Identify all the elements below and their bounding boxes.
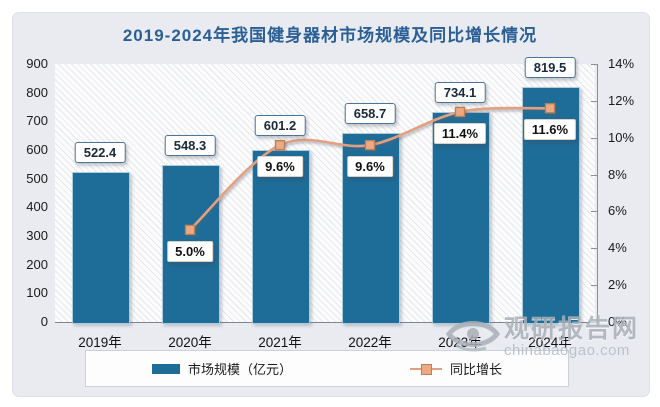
line-marker [274, 139, 286, 151]
y-axis-tick-right: 2% [608, 277, 627, 293]
legend-label-growth: 同比增长 [450, 362, 503, 377]
legend-item-market-size: 市场规模（亿元） [151, 359, 292, 378]
bar-series-swatch [151, 363, 180, 374]
line-marker [364, 139, 376, 151]
bar-value-label: 734.1 [434, 81, 486, 103]
x-axis-label: 2020年 [168, 335, 212, 350]
y-axis-tick-left: 700 [26, 113, 48, 129]
line-marker [184, 224, 196, 236]
x-axis-label: 2021年 [258, 335, 302, 350]
y-axis-tick-right: 8% [608, 166, 627, 182]
x-axis-label: 2023年 [438, 335, 482, 350]
growth-line-layer [184, 103, 556, 236]
y-axis-tick-right: 4% [608, 240, 627, 256]
y-axis-tick-right: 0% [608, 314, 627, 329]
y-axis-tick-left: 300 [26, 228, 48, 243]
right-axis-tick-mark [591, 211, 597, 213]
y-axis-tick-left: 900 [26, 56, 48, 71]
y-axis-tick-left: 400 [26, 199, 48, 215]
x-axis-label: 2022年 [348, 335, 392, 350]
bar-value-label: 548.3 [164, 134, 216, 156]
x-axis-label: 2019年 [78, 335, 122, 350]
right-axis-tick-mark [591, 137, 597, 139]
y-axis-tick-right: 14% [608, 56, 635, 71]
y-axis-tick-left: 0 [40, 314, 48, 329]
bar-value-label: 522.4 [74, 142, 126, 164]
line-point-label: 11.6% [523, 119, 577, 141]
line-marker [454, 106, 466, 118]
y-axis-tick-left: 100 [26, 285, 48, 301]
chart-title: 2019-2024年我国健身器材市场规模及同比增长情况 [122, 26, 538, 45]
bar [72, 172, 130, 324]
bar [252, 149, 310, 324]
y-axis-tick-right: 10% [608, 129, 635, 145]
legend-label-market-size: 市场规模（亿元） [187, 362, 292, 377]
line-point-label: 5.0% [167, 240, 213, 262]
right-axis-tick-mark [591, 174, 597, 176]
y-axis-tick-left: 800 [26, 84, 48, 100]
bar-value-label: 658.7 [344, 103, 396, 125]
right-axis-tick-mark [591, 322, 597, 323]
bar-value-label: 601.2 [254, 115, 306, 137]
x-axis-label: 2024年 [528, 335, 572, 350]
legend-item-growth: 同比增长 [410, 359, 502, 378]
y-axis-tick-right: 12% [608, 92, 635, 108]
y-axis-tick-left: 600 [26, 142, 48, 157]
line-point-label: 11.4% [433, 122, 487, 144]
right-axis-tick-mark [591, 248, 597, 250]
y-axis-tick-left: 500 [26, 170, 48, 186]
line-series-swatch [410, 363, 442, 375]
right-axis-line [597, 64, 598, 322]
y-axis-tick-left: 200 [26, 256, 48, 272]
line-point-label: 9.6% [257, 156, 303, 178]
right-axis-tick-mark [591, 64, 597, 65]
bar-value-label: 819.5 [524, 57, 576, 79]
line-marker [544, 103, 556, 114]
chart-legend: 市场规模（亿元） 同比增长 [85, 350, 569, 387]
y-axis-tick-right: 6% [608, 203, 627, 219]
right-axis-tick-mark [591, 100, 597, 102]
line-point-label: 9.6% [347, 156, 393, 178]
right-axis-tick-mark [591, 285, 597, 287]
